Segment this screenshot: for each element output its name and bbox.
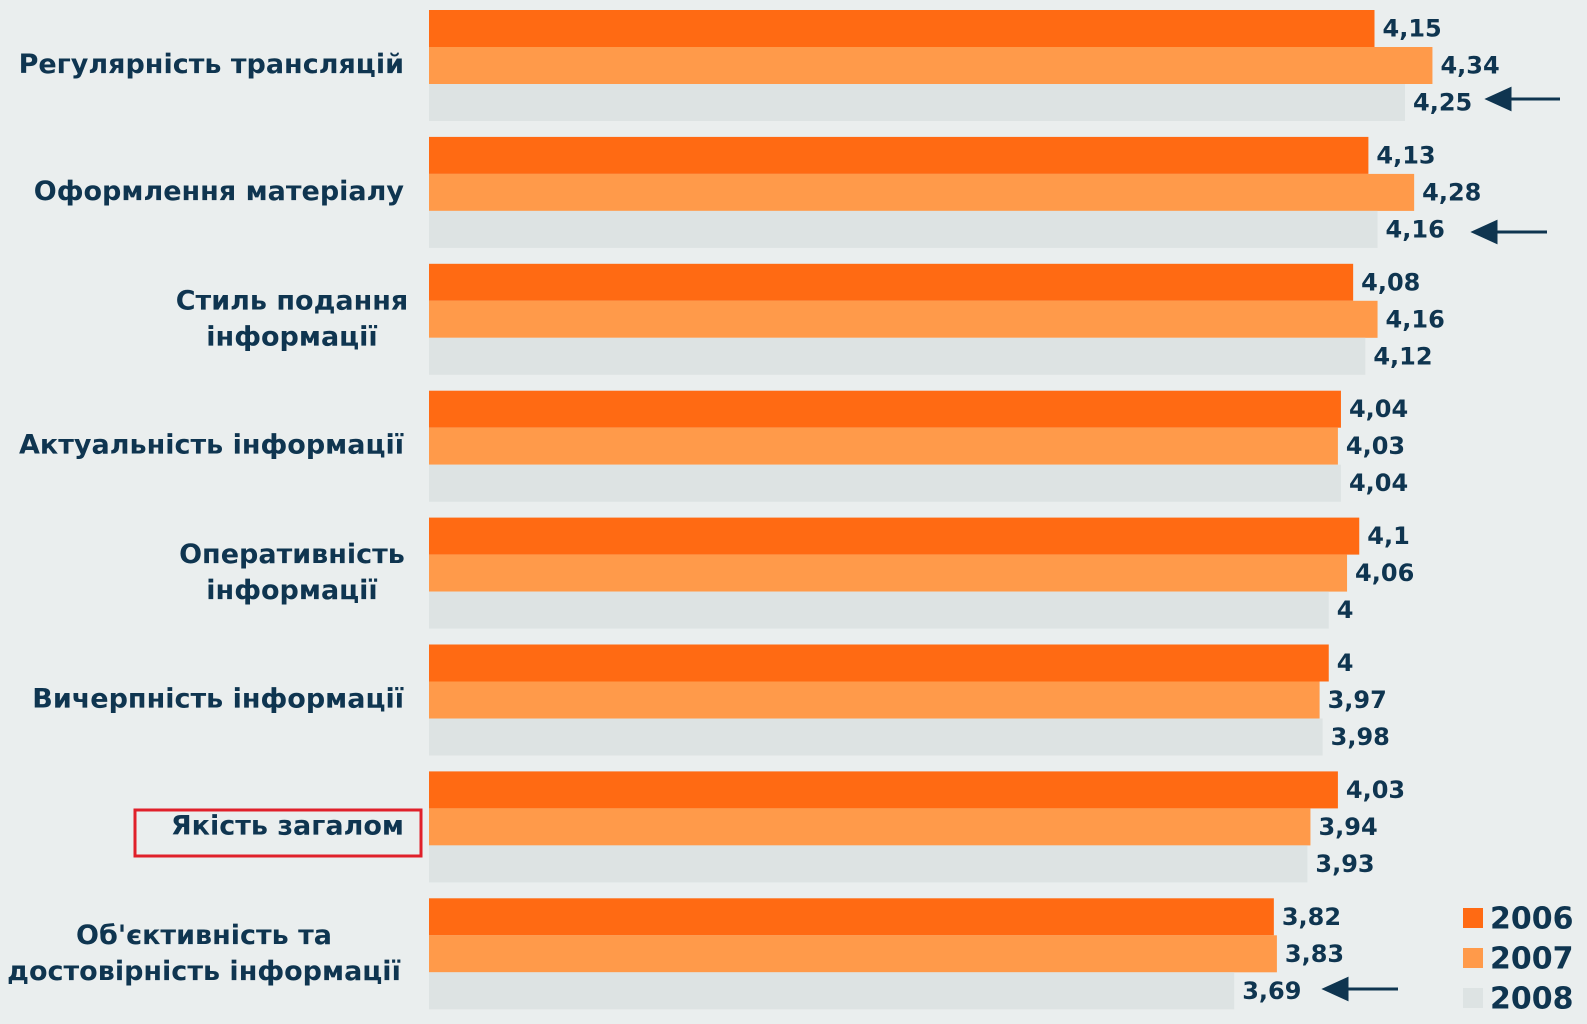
value-label: 3,69 bbox=[1242, 977, 1301, 1005]
bar bbox=[429, 173, 1415, 211]
bar bbox=[429, 644, 1329, 682]
category-label: Регулярність трансляцій bbox=[19, 49, 404, 80]
legend-label: 2007 bbox=[1490, 942, 1574, 977]
arrow-head bbox=[1321, 976, 1349, 1002]
bar bbox=[429, 10, 1375, 47]
bar bbox=[429, 771, 1338, 809]
value-label: 4,1 bbox=[1367, 522, 1410, 550]
value-label: 4,03 bbox=[1346, 776, 1405, 804]
value-label: 4,16 bbox=[1386, 305, 1445, 333]
bar bbox=[429, 390, 1341, 428]
bar bbox=[429, 935, 1277, 973]
bar bbox=[429, 263, 1354, 301]
value-label: 3,97 bbox=[1328, 686, 1387, 714]
arrow-head bbox=[1484, 86, 1512, 112]
arrow-head bbox=[1470, 219, 1498, 245]
bar bbox=[429, 84, 1405, 121]
value-label: 4,34 bbox=[1440, 52, 1499, 80]
legend-label: 2006 bbox=[1490, 902, 1574, 937]
value-label: 4,13 bbox=[1376, 141, 1435, 169]
legend-swatch bbox=[1463, 988, 1483, 1008]
legend-label: 2008 bbox=[1490, 982, 1574, 1017]
bar bbox=[429, 136, 1369, 174]
value-label: 4 bbox=[1337, 649, 1354, 677]
value-label: 3,94 bbox=[1318, 813, 1377, 841]
value-label: 4,28 bbox=[1422, 178, 1481, 206]
value-label: 3,82 bbox=[1282, 903, 1341, 931]
bar bbox=[429, 464, 1341, 502]
bar bbox=[429, 337, 1366, 375]
bar bbox=[429, 718, 1323, 756]
value-label: 3,83 bbox=[1285, 940, 1344, 968]
bar bbox=[429, 808, 1311, 846]
category-label: Оформлення матеріалу bbox=[34, 176, 405, 207]
bar bbox=[429, 210, 1378, 248]
value-label: 4,25 bbox=[1413, 89, 1472, 117]
value-label: 4,16 bbox=[1386, 215, 1445, 243]
category-label: Стиль подання інформації bbox=[176, 285, 409, 352]
highlight-box bbox=[133, 808, 423, 858]
value-label: 4,04 bbox=[1349, 469, 1408, 497]
bar bbox=[429, 47, 1433, 84]
category-label: Актуальність інформації bbox=[19, 430, 404, 461]
bar bbox=[429, 898, 1274, 936]
bar bbox=[429, 300, 1378, 338]
value-label: 3,98 bbox=[1331, 723, 1390, 751]
bar bbox=[429, 591, 1329, 629]
value-label: 3,93 bbox=[1315, 850, 1374, 878]
category-label: Вичерпність інформації bbox=[32, 684, 404, 715]
bar bbox=[429, 681, 1320, 719]
bar bbox=[429, 845, 1308, 883]
bar bbox=[429, 517, 1360, 555]
value-label: 4,04 bbox=[1349, 395, 1408, 423]
value-label: 4,03 bbox=[1346, 432, 1405, 460]
legend-swatch bbox=[1463, 948, 1483, 968]
value-label: 4 bbox=[1337, 596, 1354, 624]
value-label: 4,08 bbox=[1361, 268, 1420, 296]
bar bbox=[429, 972, 1235, 1010]
bar bbox=[429, 554, 1348, 592]
bar bbox=[429, 427, 1338, 465]
value-label: 4,06 bbox=[1355, 559, 1414, 587]
category-label: Оперативність інформації bbox=[179, 539, 405, 606]
category-label: Якість загалом bbox=[171, 810, 404, 841]
value-label: 4,15 bbox=[1383, 15, 1442, 43]
value-label: 4,12 bbox=[1373, 342, 1432, 370]
arrows bbox=[1321, 86, 1560, 1002]
category-label: Об'єктивність та достовірність інформації bbox=[7, 919, 401, 986]
legend-swatch bbox=[1463, 908, 1483, 928]
